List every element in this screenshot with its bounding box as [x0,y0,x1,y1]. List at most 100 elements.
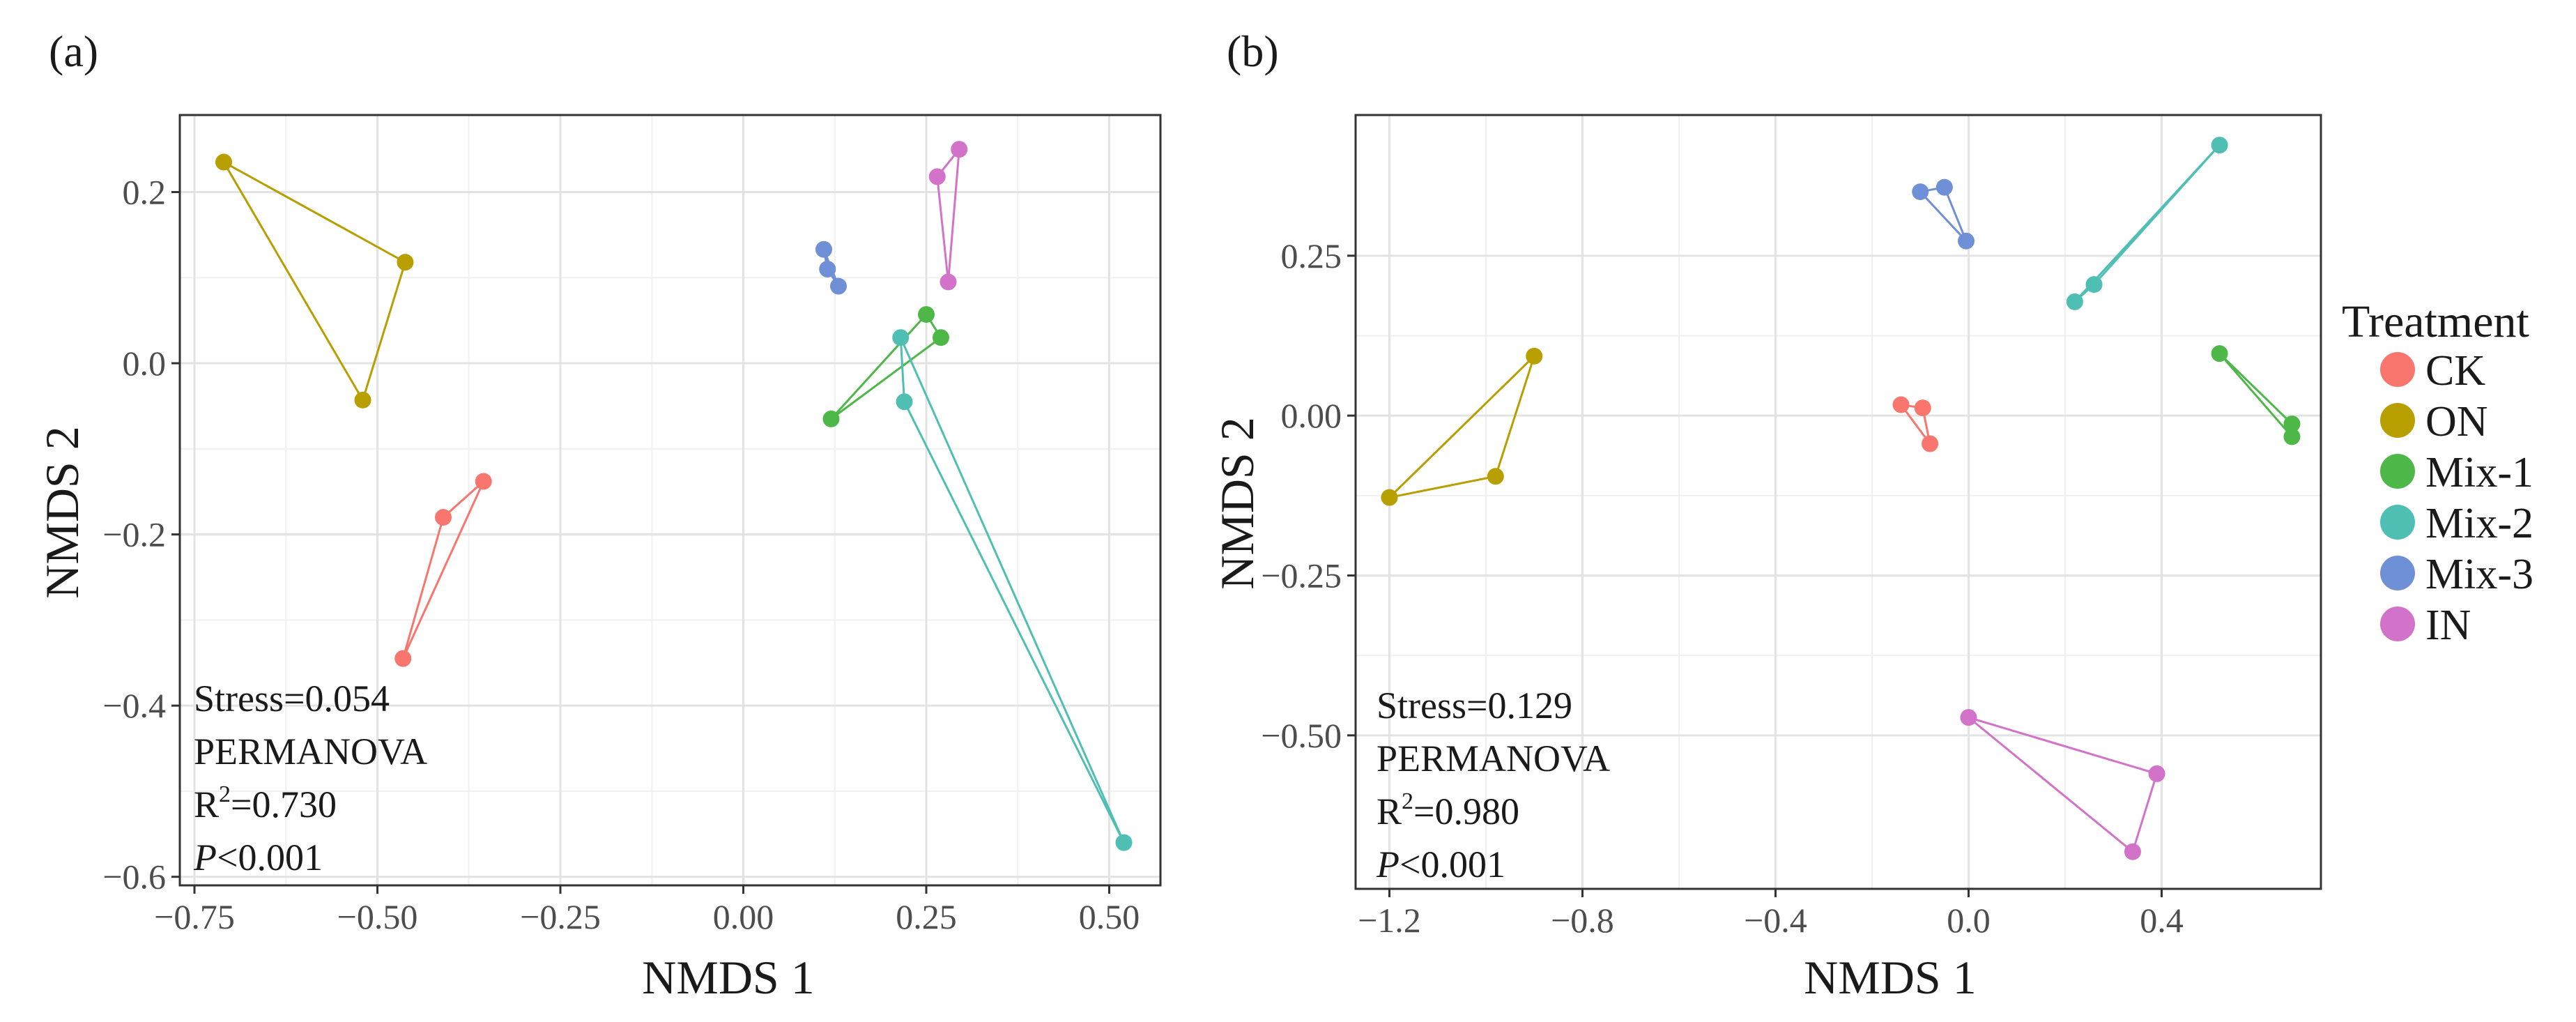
point-ck [475,473,492,490]
plot-b-stress: Stress=0.129 [1377,685,1572,726]
plot-b-r2: R2=0.980 [1377,788,1519,832]
point-mix-1 [933,329,949,346]
y-tick-label: −0.50 [1261,716,1342,755]
plot-a-hulls [220,146,1125,844]
x-tick-label: −0.8 [1551,901,1614,940]
x-tick-label: 0.50 [1079,897,1140,936]
point-ck [435,509,452,526]
legend-key-on [2380,403,2415,438]
x-tick-label: 0.0 [1947,901,1991,940]
point-in [1960,709,1977,726]
point-in [940,273,957,291]
point-mix-1 [2283,415,2301,433]
plot-b-y-axis-title: NMDS 2 [1211,417,1264,590]
point-mix-1 [918,306,935,323]
hull-on [220,159,407,403]
plot-a-p-value: P<0.001 [193,837,323,878]
hull-in [1968,716,2159,854]
plot-a-grid [180,115,1160,885]
legend-key-mix-3 [2380,556,2415,590]
plot-b-x-axis-title: NMDS 1 [1804,951,1977,1004]
legend-label-on: ON [2425,398,2488,445]
legend-label-ck: CK [2425,347,2485,395]
plot-b-grid [1356,115,2321,889]
point-mix-1 [2283,428,2301,445]
y-tick-label: 0.0 [123,344,167,383]
point-ck [1922,435,1939,452]
point-mix-2 [2211,137,2228,154]
plot-b-x-ticks: −1.2 −0.8 −0.4 0.0 0.4 [1358,889,2184,940]
x-tick-label: 0.4 [2140,901,2184,940]
plot-b-test-name: PERMANOVA [1377,738,1610,779]
plot-a-r2: R2=0.730 [194,781,337,825]
point-ck [394,650,412,667]
legend-key-in [2380,607,2415,641]
point-on [1381,489,1398,506]
legend-key-mix-2 [2380,505,2415,540]
point-mix-2 [2085,276,2103,293]
x-tick-label: −0.50 [337,897,418,936]
hull-ck [401,480,485,659]
y-tick-label: 0.25 [1281,236,1342,275]
point-in [2124,843,2141,860]
plot-a-x-axis-title: NMDS 1 [642,951,815,1004]
plot-a-stress: Stress=0.054 [194,678,390,719]
y-tick-label: −0.2 [102,515,166,554]
point-ck [1914,399,1931,417]
legend-title: Treatment [2342,296,2529,347]
plot-b-points [1381,137,2301,860]
point-in [928,168,946,185]
hull-mix-1 [830,312,943,420]
plot-a-annotation: Stress=0.054 PERMANOVA R2=0.730 P<0.001 [193,678,427,878]
plot-b-background [1356,115,2321,889]
y-tick-label: −0.6 [102,857,166,897]
legend-label-mix-3: Mix-3 [2425,551,2533,598]
point-mix-3 [1935,178,1953,196]
point-mix-2 [2066,293,2083,310]
point-in [2148,765,2165,782]
point-mix-1 [2211,345,2228,363]
point-mix-3 [1912,183,1929,201]
x-tick-label: −0.25 [520,897,601,936]
point-mix-2 [1115,834,1133,851]
x-tick-label: −1.2 [1358,901,1421,940]
point-mix-2 [892,329,910,346]
plot-a-background [180,115,1160,885]
plot-b-annotation: Stress=0.129 PERMANOVA R2=0.980 P<0.001 [1376,685,1610,885]
y-tick-label: −0.25 [1261,556,1342,595]
hull-mix-3 [1918,185,1968,242]
x-tick-label: 0.00 [713,897,774,936]
point-mix-1 [822,410,840,427]
point-ck [1892,396,1910,413]
point-on [354,391,371,409]
point-in [951,141,968,158]
plot-a-points [215,141,1133,851]
panel-a-label: (a) [49,26,98,76]
y-tick-label: 0.2 [123,173,167,212]
legend-key-mix-1 [2380,454,2415,489]
point-mix-3 [1958,232,1975,250]
hull-mix-2 [2073,144,2221,303]
plot-a-frame [178,114,1162,887]
point-mix-3 [819,261,836,277]
legend-label-in: IN [2425,602,2471,649]
legend-key-ck [2380,352,2415,387]
y-tick-label: −0.4 [102,686,166,725]
point-on [215,153,232,171]
point-on [1487,468,1504,485]
panel-b: (b) −1.2 −0.8 −0.4 0.0 0.4 −0.50 −0.25 0.00 0.2… [1211,26,2322,1004]
x-tick-label: −0.4 [1744,901,1807,940]
hull-mix-2 [899,337,1125,844]
hull-in [936,146,961,282]
hull-on [1386,355,1535,500]
hull-ck [1899,403,1931,445]
panel-b-label: (b) [1227,26,1279,76]
plot-a-y-ticks: −0.6 −0.4 −0.2 0.0 0.2 [102,173,180,897]
plot-b-y-ticks: −0.50 −0.25 0.00 0.25 [1261,236,1356,755]
y-tick-label: 0.00 [1281,396,1342,435]
x-tick-label: 0.25 [896,897,957,936]
plot-b-frame [1354,114,2322,890]
point-mix-3 [815,241,832,258]
